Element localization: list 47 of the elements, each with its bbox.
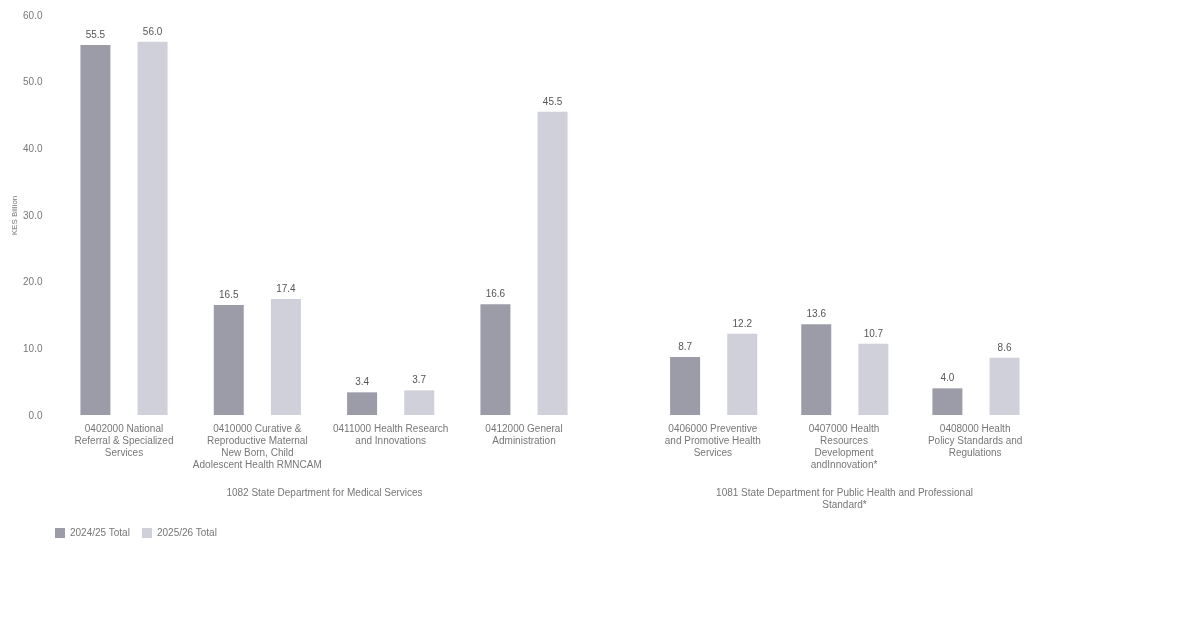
bar xyxy=(270,299,301,415)
data-label: 16.5 xyxy=(219,289,239,300)
data-label: 8.6 xyxy=(997,341,1012,353)
y-tick-label: 50.0 xyxy=(23,76,43,88)
y-tick-label: 20.0 xyxy=(23,276,43,288)
legend-label: 2024/25 Total xyxy=(70,527,130,538)
bar xyxy=(989,357,1020,415)
x-axis-title: 1081 State Department for Public Health and Professional Standard* xyxy=(716,486,973,510)
bar xyxy=(347,392,378,415)
data-label: 8.7 xyxy=(678,341,693,352)
x-tick-label: 0411000 Health Research and Innovations xyxy=(332,422,449,446)
x-tick-label: 0406000 Preventive and Promotive Health Services xyxy=(664,422,761,458)
data-label: 17.4 xyxy=(276,283,297,294)
bar xyxy=(537,111,568,415)
y-axis-title: KES Billion xyxy=(10,195,20,236)
data-label: 3.7 xyxy=(412,374,427,386)
x-tick-label: 0410000 Curative & Reproductive Maternal New Born, Child Adolescent Health RMNCAM xyxy=(192,422,322,470)
bar xyxy=(801,324,832,415)
data-label: 13.6 xyxy=(806,308,827,320)
data-label: 3.4 xyxy=(355,376,370,388)
x-tick-label: 0412000 General Administration xyxy=(485,422,563,446)
x-tick-label: 0407000 Health Resources Development andInnovation* xyxy=(808,422,880,470)
y-tick-label: 10.0 xyxy=(23,342,43,354)
data-label: 45.5 xyxy=(542,95,563,107)
bar xyxy=(404,390,435,415)
y-tick-label: 40.0 xyxy=(23,142,43,154)
bar xyxy=(932,388,963,415)
x-axis-title: 1082 State Department for Medical Services xyxy=(226,486,423,498)
data-label: 12.2 xyxy=(732,317,753,329)
data-label: 55.5 xyxy=(85,29,106,40)
y-tick-label: 60.0 xyxy=(23,9,43,21)
bar xyxy=(670,357,701,415)
bar xyxy=(727,333,758,415)
bar xyxy=(80,45,111,415)
data-label: 4.0 xyxy=(940,372,955,384)
data-label: 10.7 xyxy=(863,327,884,339)
x-tick-label: 0408000 Health Policy Standards and Regulations xyxy=(927,422,1023,458)
bar xyxy=(480,304,511,415)
y-tick-label: 0.0 xyxy=(28,409,43,421)
bar xyxy=(858,343,889,415)
legend-label: 2025/26 Total xyxy=(157,527,217,538)
y-tick-label: 30.0 xyxy=(23,209,43,221)
data-label: 16.6 xyxy=(485,288,506,300)
bar xyxy=(213,305,244,415)
data-label: 56.0 xyxy=(142,25,163,37)
x-tick-label: 0402000 National Referral & Specialized Services xyxy=(74,422,174,458)
bar xyxy=(137,41,168,415)
